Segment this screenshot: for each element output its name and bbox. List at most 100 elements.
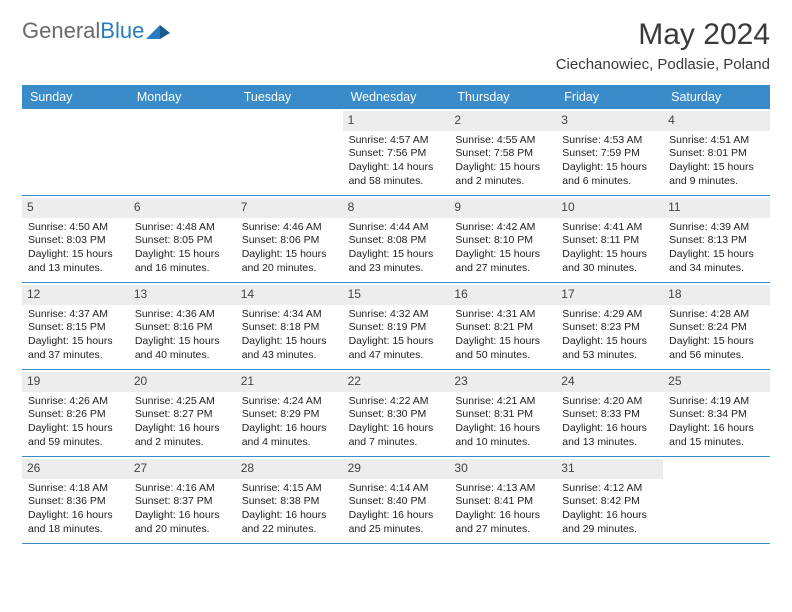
day-cell [236,109,343,195]
sunset-text: Sunset: 8:37 PM [135,495,230,509]
day-cell: 30 Sunrise: 4:13 AMSunset: 8:41 PMDayligh… [449,457,556,543]
sunrise-text: Sunrise: 4:16 AM [135,482,230,496]
sunset-text: Sunset: 8:01 PM [669,147,764,161]
dow-cell: Wednesday [343,85,450,109]
daylight-text: Daylight: 15 hours and 37 minutes. [28,335,123,362]
daylight-text: Daylight: 15 hours and 16 minutes. [135,248,230,275]
daylight-text: Daylight: 16 hours and 27 minutes. [455,509,550,536]
day-number [663,459,770,463]
daylight-text: Daylight: 15 hours and 30 minutes. [562,248,657,275]
day-number: 28 [236,459,343,479]
sunrise-text: Sunrise: 4:41 AM [562,221,657,235]
calendar-grid: SundayMondayTuesdayWednesdayThursdayFrid… [22,85,770,544]
daylight-text: Daylight: 15 hours and 50 minutes. [455,335,550,362]
day-number: 21 [236,372,343,392]
sunset-text: Sunset: 8:13 PM [669,234,764,248]
daylight-text: Daylight: 16 hours and 10 minutes. [455,422,550,449]
day-cell: 9Sunrise: 4:42 AMSunset: 8:10 PMDaylight… [449,196,556,282]
sunrise-text: Sunrise: 4:44 AM [349,221,444,235]
day-number: 2 [449,111,556,131]
sunrise-text: Sunrise: 4:50 AM [28,221,123,235]
day-number: 9 [449,198,556,218]
sunset-text: Sunset: 8:30 PM [349,408,444,422]
sunrise-text: Sunrise: 4:55 AM [455,134,550,148]
dow-cell: Friday [556,85,663,109]
day-number: 13 [129,285,236,305]
daylight-text: Daylight: 15 hours and 56 minutes. [669,335,764,362]
weeks-container: 1Sunrise: 4:57 AMSunset: 7:56 PMDaylight… [22,109,770,544]
daylight-text: Daylight: 16 hours and 4 minutes. [242,422,337,449]
daylight-text: Daylight: 15 hours and 20 minutes. [242,248,337,275]
brand-part2: Blue [100,18,144,43]
dow-cell: Monday [129,85,236,109]
day-number: 10 [556,198,663,218]
sunrise-text: Sunrise: 4:22 AM [349,395,444,409]
daylight-text: Daylight: 14 hours and 58 minutes. [349,161,444,188]
day-number: 5 [22,198,129,218]
day-cell: 27Sunrise: 4:16 AMSunset: 8:37 PMDayligh… [129,457,236,543]
dow-cell: Tuesday [236,85,343,109]
sunset-text: Sunset: 8:31 PM [455,408,550,422]
day-cell: 17Sunrise: 4:29 AMSunset: 8:23 PMDayligh… [556,283,663,369]
sunset-text: Sunset: 8:38 PM [242,495,337,509]
day-number: 3 [556,111,663,131]
day-cell: 2 Sunrise: 4:55 AMSunset: 7:58 PMDaylight… [449,109,556,195]
sunrise-text: Sunrise: 4:21 AM [455,395,550,409]
day-of-week-header: SundayMondayTuesdayWednesdayThursdayFrid… [22,85,770,109]
sunset-text: Sunset: 8:06 PM [242,234,337,248]
day-number: 24 [556,372,663,392]
daylight-text: Daylight: 16 hours and 13 minutes. [562,422,657,449]
sunset-text: Sunset: 8:05 PM [135,234,230,248]
day-number: 30 [449,459,556,479]
day-number: 25 [663,372,770,392]
sunrise-text: Sunrise: 4:28 AM [669,308,764,322]
sunset-text: Sunset: 7:58 PM [455,147,550,161]
sunset-text: Sunset: 7:56 PM [349,147,444,161]
daylight-text: Daylight: 15 hours and 47 minutes. [349,335,444,362]
daylight-text: Daylight: 16 hours and 2 minutes. [135,422,230,449]
sunrise-text: Sunrise: 4:13 AM [455,482,550,496]
day-cell: 4Sunrise: 4:51 AMSunset: 8:01 PMDaylight… [663,109,770,195]
day-number: 16 [449,285,556,305]
day-number [236,111,343,115]
daylight-text: Daylight: 15 hours and 2 minutes. [455,161,550,188]
day-cell: 25Sunrise: 4:19 AMSunset: 8:34 PMDayligh… [663,370,770,456]
location-text: Ciechanowiec, Podlasie, Poland [556,56,770,73]
day-cell [663,457,770,543]
day-cell: 15Sunrise: 4:32 AMSunset: 8:19 PMDayligh… [343,283,450,369]
day-cell: 7Sunrise: 4:46 AMSunset: 8:06 PMDaylight… [236,196,343,282]
day-cell: 21Sunrise: 4:24 AMSunset: 8:29 PMDayligh… [236,370,343,456]
daylight-text: Daylight: 16 hours and 18 minutes. [28,509,123,536]
sunrise-text: Sunrise: 4:57 AM [349,134,444,148]
brand-text: GeneralBlue [22,18,144,44]
day-cell: 11Sunrise: 4:39 AMSunset: 8:13 PMDayligh… [663,196,770,282]
sunset-text: Sunset: 8:34 PM [669,408,764,422]
day-cell: 19Sunrise: 4:26 AMSunset: 8:26 PMDayligh… [22,370,129,456]
sunset-text: Sunset: 8:19 PM [349,321,444,335]
daylight-text: Daylight: 16 hours and 20 minutes. [135,509,230,536]
brand-logo: GeneralBlue [22,18,172,44]
daylight-text: Daylight: 15 hours and 27 minutes. [455,248,550,275]
day-number: 18 [663,285,770,305]
sunset-text: Sunset: 8:36 PM [28,495,123,509]
sunrise-text: Sunrise: 4:48 AM [135,221,230,235]
day-number: 15 [343,285,450,305]
daylight-text: Daylight: 15 hours and 59 minutes. [28,422,123,449]
sunrise-text: Sunrise: 4:42 AM [455,221,550,235]
sunset-text: Sunset: 8:29 PM [242,408,337,422]
sunset-text: Sunset: 8:11 PM [562,234,657,248]
sunset-text: Sunset: 8:27 PM [135,408,230,422]
sunrise-text: Sunrise: 4:26 AM [28,395,123,409]
day-cell: 16Sunrise: 4:31 AMSunset: 8:21 PMDayligh… [449,283,556,369]
sunrise-text: Sunrise: 4:14 AM [349,482,444,496]
sunset-text: Sunset: 8:41 PM [455,495,550,509]
daylight-text: Daylight: 15 hours and 9 minutes. [669,161,764,188]
day-number: 14 [236,285,343,305]
sunset-text: Sunset: 8:24 PM [669,321,764,335]
day-cell: 6Sunrise: 4:48 AMSunset: 8:05 PMDaylight… [129,196,236,282]
week-row: 12Sunrise: 4:37 AMSunset: 8:15 PMDayligh… [22,283,770,370]
sunrise-text: Sunrise: 4:31 AM [455,308,550,322]
sunset-text: Sunset: 8:15 PM [28,321,123,335]
day-cell: 18 Sunrise: 4:28 AMSunset: 8:24 PMDayligh… [663,283,770,369]
sunrise-text: Sunrise: 4:34 AM [242,308,337,322]
